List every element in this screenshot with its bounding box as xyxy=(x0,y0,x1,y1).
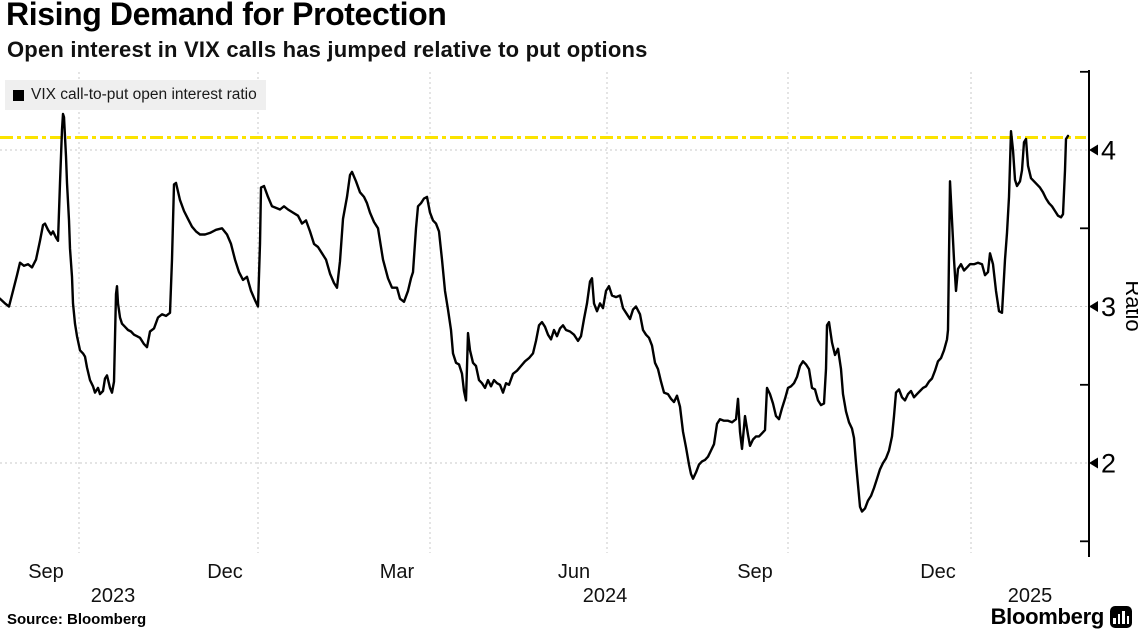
x-year-label-2025: 2025 xyxy=(1008,585,1053,607)
x-tick-label-4-Sep: Sep xyxy=(737,561,773,583)
x-tick-label-0-Sep: Sep xyxy=(28,561,64,583)
x-year-label-2023: 2023 xyxy=(91,585,136,607)
y-tick-label-2: 2 xyxy=(1101,449,1116,479)
y-tick-label-4: 4 xyxy=(1101,136,1116,166)
chart-subtitle: Open interest in VIX calls has jumped re… xyxy=(7,37,648,62)
y-tick-arrow-icon-4 xyxy=(1089,144,1098,156)
page-title: Rising Demand for Protection xyxy=(6,0,447,32)
x-tick-label-5-Dec: Dec xyxy=(920,561,956,583)
legend: VIX call-to-put open interest ratio xyxy=(5,80,266,110)
legend-label: VIX call-to-put open interest ratio xyxy=(31,86,257,103)
bloomberg-terminal-icon xyxy=(1110,606,1132,628)
x-tick-label-2-Mar: Mar xyxy=(380,561,415,583)
legend-swatch-icon xyxy=(13,89,24,101)
y-tick-arrow-icon-2 xyxy=(1089,457,1098,469)
x-year-label-2024: 2024 xyxy=(583,585,628,607)
y-tick-arrow-icon-3 xyxy=(1089,301,1098,312)
x-tick-label-3-Jun: Jun xyxy=(558,561,590,583)
bloomberg-logo: Bloomberg xyxy=(991,604,1132,630)
y-tick-label-3: 3 xyxy=(1101,292,1116,322)
x-tick-label-1-Dec: Dec xyxy=(207,561,243,583)
y-axis-title: Ratio xyxy=(1121,280,1138,331)
source-note: Source: Bloomberg xyxy=(7,611,147,628)
series-line xyxy=(0,112,1070,513)
bloomberg-wordmark: Bloomberg xyxy=(990,604,1105,629)
